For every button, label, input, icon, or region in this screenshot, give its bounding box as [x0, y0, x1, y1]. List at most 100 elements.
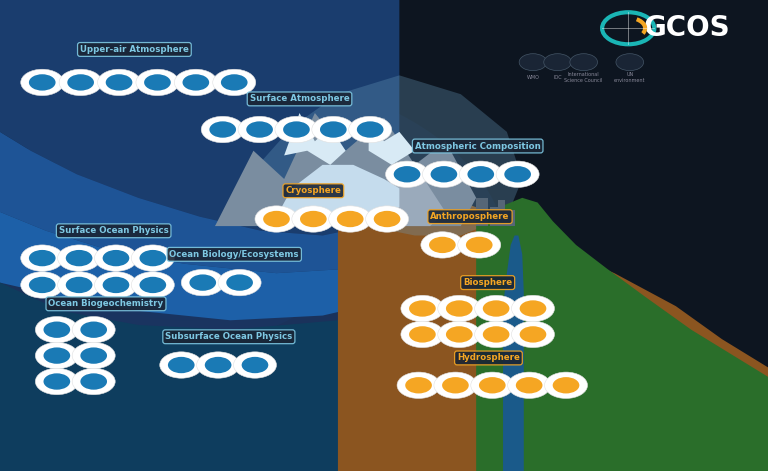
Circle shape — [394, 166, 420, 182]
Circle shape — [458, 232, 501, 258]
Polygon shape — [276, 165, 399, 226]
Circle shape — [29, 277, 55, 293]
Text: IOC: IOC — [553, 75, 562, 80]
Circle shape — [21, 69, 64, 96]
Circle shape — [247, 122, 273, 138]
Circle shape — [94, 245, 137, 271]
Circle shape — [434, 372, 477, 398]
Bar — [490, 207, 499, 226]
Circle shape — [66, 277, 92, 293]
Polygon shape — [215, 113, 476, 226]
Circle shape — [140, 250, 166, 266]
Text: Surface Atmosphere: Surface Atmosphere — [250, 94, 349, 104]
Circle shape — [406, 377, 432, 393]
Circle shape — [44, 374, 70, 390]
Circle shape — [131, 245, 174, 271]
Circle shape — [520, 300, 546, 317]
Circle shape — [483, 300, 509, 317]
Polygon shape — [0, 283, 399, 471]
Text: Biosphere: Biosphere — [463, 278, 512, 287]
Circle shape — [409, 300, 435, 317]
Circle shape — [570, 54, 598, 71]
Circle shape — [168, 357, 194, 373]
Circle shape — [422, 161, 465, 187]
Circle shape — [386, 161, 429, 187]
Circle shape — [479, 377, 505, 393]
Circle shape — [190, 275, 216, 291]
Circle shape — [263, 211, 290, 227]
Text: Subsurface Ocean Physics: Subsurface Ocean Physics — [165, 332, 293, 341]
Circle shape — [519, 54, 547, 71]
Circle shape — [94, 272, 137, 298]
Circle shape — [213, 69, 256, 96]
Circle shape — [58, 272, 101, 298]
Circle shape — [483, 326, 509, 342]
Circle shape — [81, 374, 107, 390]
Circle shape — [429, 237, 455, 253]
Circle shape — [21, 245, 64, 271]
Circle shape — [201, 116, 244, 143]
Circle shape — [401, 321, 444, 348]
Text: Ocean Biology/Ecosystems: Ocean Biology/Ecosystems — [170, 250, 299, 259]
Circle shape — [459, 161, 502, 187]
Ellipse shape — [71, 188, 297, 320]
Circle shape — [508, 372, 551, 398]
Circle shape — [174, 69, 217, 96]
Circle shape — [337, 211, 363, 227]
Circle shape — [98, 69, 141, 96]
Circle shape — [44, 322, 70, 338]
Circle shape — [81, 348, 107, 364]
Polygon shape — [338, 188, 768, 471]
Text: Upper-air Atmosphere: Upper-air Atmosphere — [80, 45, 189, 54]
Circle shape — [238, 116, 281, 143]
Circle shape — [466, 237, 492, 253]
Circle shape — [221, 74, 247, 90]
Circle shape — [421, 232, 464, 258]
Circle shape — [283, 122, 310, 138]
Ellipse shape — [0, 137, 386, 372]
Polygon shape — [369, 118, 415, 165]
Circle shape — [401, 295, 444, 322]
Circle shape — [136, 69, 179, 96]
Circle shape — [475, 295, 518, 322]
Polygon shape — [284, 113, 346, 165]
Circle shape — [511, 295, 554, 322]
Circle shape — [72, 317, 115, 343]
Text: Anthroposphere: Anthroposphere — [430, 212, 510, 221]
Circle shape — [106, 74, 132, 90]
Circle shape — [553, 377, 579, 393]
Circle shape — [349, 116, 392, 143]
Circle shape — [397, 372, 440, 398]
Circle shape — [72, 342, 115, 369]
Text: International
Science Council: International Science Council — [564, 73, 603, 83]
Circle shape — [544, 54, 571, 71]
Text: Atmospheric Composition: Atmospheric Composition — [415, 141, 541, 151]
Circle shape — [292, 206, 335, 232]
Circle shape — [409, 326, 435, 342]
Polygon shape — [476, 198, 768, 471]
Ellipse shape — [0, 106, 396, 365]
Text: Hydrosphere: Hydrosphere — [457, 353, 520, 363]
Ellipse shape — [0, 66, 507, 443]
Circle shape — [366, 206, 409, 232]
Bar — [476, 198, 488, 226]
Circle shape — [29, 250, 55, 266]
Circle shape — [44, 348, 70, 364]
Circle shape — [68, 74, 94, 90]
Circle shape — [131, 272, 174, 298]
Polygon shape — [0, 132, 399, 273]
Polygon shape — [292, 165, 445, 226]
Circle shape — [58, 245, 101, 271]
Polygon shape — [0, 212, 399, 320]
Circle shape — [442, 377, 468, 393]
Circle shape — [312, 116, 355, 143]
Polygon shape — [503, 236, 524, 471]
Circle shape — [103, 250, 129, 266]
Circle shape — [471, 372, 514, 398]
Circle shape — [320, 122, 346, 138]
Circle shape — [181, 269, 224, 296]
Circle shape — [431, 166, 457, 182]
Circle shape — [72, 368, 115, 395]
Circle shape — [218, 269, 261, 296]
Circle shape — [520, 326, 546, 342]
